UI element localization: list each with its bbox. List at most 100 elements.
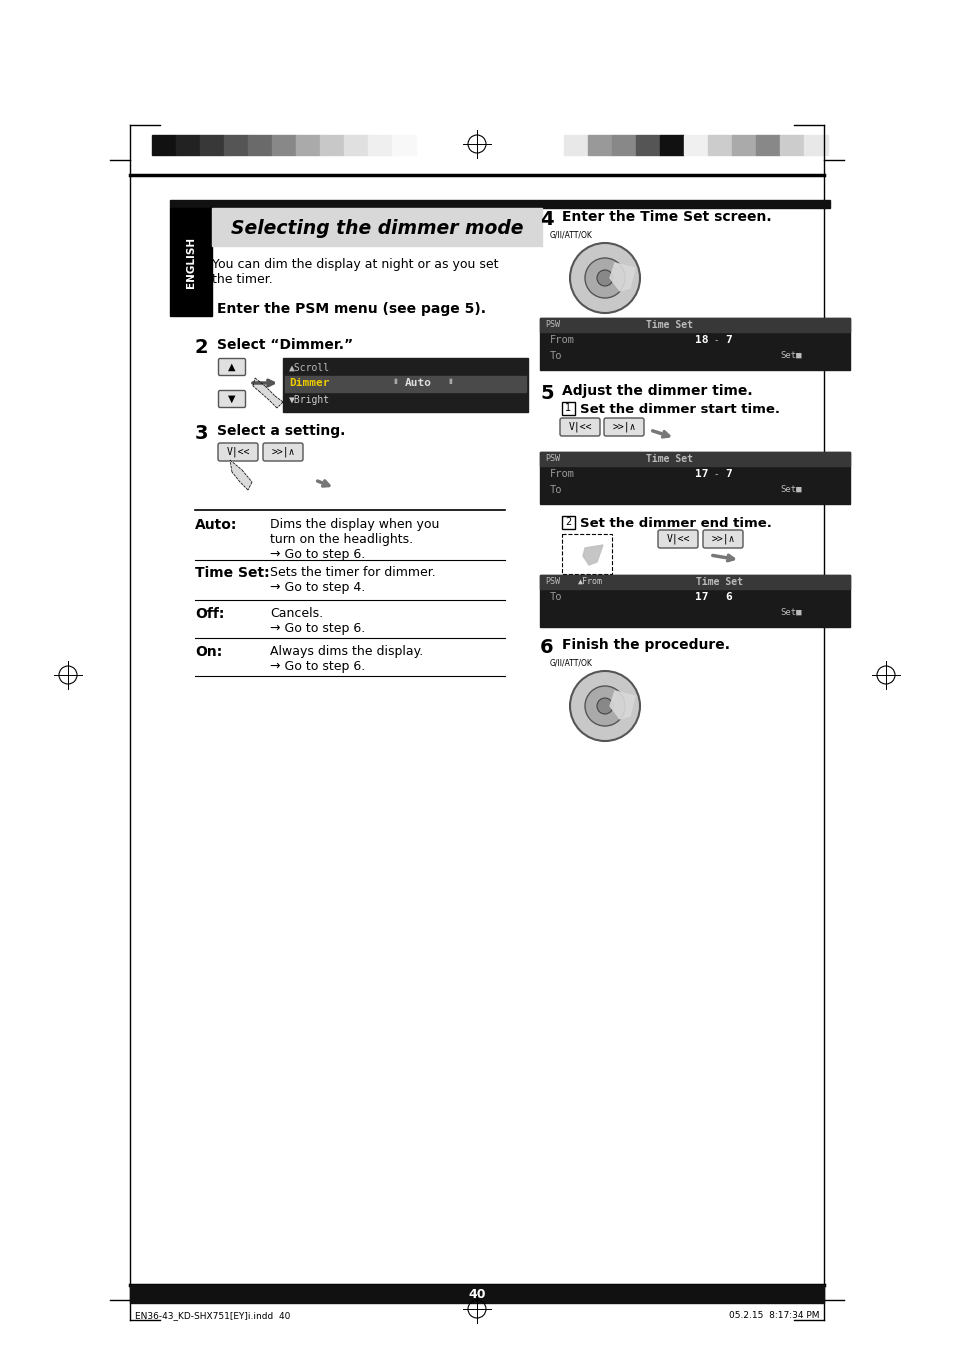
Text: V|<<: V|<< xyxy=(226,447,250,457)
Text: Select a setting.: Select a setting. xyxy=(216,424,345,438)
Text: Cancels.
→ Go to step 6.: Cancels. → Go to step 6. xyxy=(270,607,365,635)
Text: G/II/ATT/OK: G/II/ATT/OK xyxy=(550,658,592,667)
Polygon shape xyxy=(230,459,252,490)
Text: On:: On: xyxy=(194,644,222,659)
Text: ▮: ▮ xyxy=(393,378,396,384)
Text: 1: 1 xyxy=(194,303,209,322)
Text: 6: 6 xyxy=(539,638,553,657)
Text: Always dims the display.
→ Go to step 6.: Always dims the display. → Go to step 6. xyxy=(270,644,423,673)
Bar xyxy=(368,135,392,155)
Polygon shape xyxy=(253,378,283,408)
Bar xyxy=(285,376,525,392)
Text: ▼Bright: ▼Bright xyxy=(289,394,330,405)
Bar xyxy=(539,317,849,370)
Circle shape xyxy=(569,671,639,740)
FancyBboxPatch shape xyxy=(658,530,698,549)
Circle shape xyxy=(584,686,624,725)
Text: From: From xyxy=(550,469,575,480)
Text: Set the dimmer start time.: Set the dimmer start time. xyxy=(579,403,780,416)
Bar xyxy=(392,135,416,155)
Text: Auto:: Auto: xyxy=(194,517,237,532)
Text: Time Set: Time Set xyxy=(646,454,693,463)
Bar xyxy=(731,135,755,155)
Text: Auto: Auto xyxy=(405,378,432,388)
Text: 18: 18 xyxy=(695,335,708,345)
Bar xyxy=(755,135,780,155)
Circle shape xyxy=(597,698,613,713)
Text: 1: 1 xyxy=(564,403,571,413)
Text: 3: 3 xyxy=(194,424,209,443)
Polygon shape xyxy=(609,690,635,719)
Bar xyxy=(539,576,849,589)
Text: From: From xyxy=(550,335,575,345)
Text: 4: 4 xyxy=(539,209,553,230)
Text: 5: 5 xyxy=(539,384,553,403)
Bar xyxy=(539,317,849,332)
Polygon shape xyxy=(609,263,635,290)
Text: 40: 40 xyxy=(468,1288,485,1301)
Text: Time Set: Time Set xyxy=(646,320,693,330)
Text: ▼: ▼ xyxy=(228,394,235,404)
Text: >>|∧: >>|∧ xyxy=(612,422,635,432)
Bar xyxy=(561,516,575,530)
Text: ▮: ▮ xyxy=(448,378,452,384)
Text: Sets the timer for dimmer.
→ Go to step 4.: Sets the timer for dimmer. → Go to step … xyxy=(270,566,436,594)
Bar xyxy=(175,135,200,155)
Text: Time Set:: Time Set: xyxy=(194,566,270,580)
FancyBboxPatch shape xyxy=(218,443,257,461)
Bar xyxy=(272,135,295,155)
Bar xyxy=(539,453,849,466)
Text: Time Set: Time Set xyxy=(696,577,742,586)
Text: Set the dimmer end time.: Set the dimmer end time. xyxy=(579,517,771,530)
Text: Dims the display when you
turn on the headlights.
→ Go to step 6.: Dims the display when you turn on the he… xyxy=(270,517,439,561)
Text: PSW: PSW xyxy=(544,454,559,463)
Text: Adjust the dimmer time.: Adjust the dimmer time. xyxy=(561,384,752,399)
FancyBboxPatch shape xyxy=(702,530,742,549)
Bar xyxy=(248,135,272,155)
Text: To: To xyxy=(550,592,562,603)
Bar xyxy=(295,135,319,155)
Text: To: To xyxy=(550,351,562,361)
Text: -: - xyxy=(714,335,718,345)
Text: ENGLISH: ENGLISH xyxy=(186,236,195,288)
Circle shape xyxy=(584,258,624,299)
Text: Set■: Set■ xyxy=(780,485,801,494)
FancyBboxPatch shape xyxy=(603,417,643,436)
Text: PSW: PSW xyxy=(544,577,559,586)
Bar xyxy=(130,1285,823,1302)
Bar xyxy=(803,135,827,155)
Bar xyxy=(539,453,849,504)
Circle shape xyxy=(569,243,639,313)
Bar xyxy=(212,208,541,246)
Bar xyxy=(707,135,731,155)
Text: >>|∧: >>|∧ xyxy=(271,447,294,457)
Bar xyxy=(283,358,527,412)
Text: >>|∧: >>|∧ xyxy=(711,534,734,544)
Text: V|<<: V|<< xyxy=(568,422,591,432)
Bar xyxy=(563,135,587,155)
Text: Set■: Set■ xyxy=(780,351,801,359)
Bar xyxy=(587,135,612,155)
Text: 7: 7 xyxy=(724,335,731,345)
Text: 2: 2 xyxy=(194,338,209,357)
Text: 6: 6 xyxy=(724,592,731,603)
Bar xyxy=(224,135,248,155)
Text: 17: 17 xyxy=(695,592,708,603)
Text: Enter the PSM menu (see page 5).: Enter the PSM menu (see page 5). xyxy=(216,303,485,316)
Text: Finish the procedure.: Finish the procedure. xyxy=(561,638,729,653)
Text: 7: 7 xyxy=(724,469,731,480)
Bar xyxy=(152,135,175,155)
Circle shape xyxy=(597,270,613,286)
Text: Off:: Off: xyxy=(194,607,224,621)
Polygon shape xyxy=(582,544,602,565)
Bar xyxy=(539,576,849,627)
Bar xyxy=(561,403,575,415)
Text: To: To xyxy=(550,485,562,494)
Text: PSW: PSW xyxy=(544,320,559,330)
Bar xyxy=(612,135,636,155)
Text: -: - xyxy=(714,469,718,480)
Text: EN36-43_KD-SHX751[EY]i.indd  40: EN36-43_KD-SHX751[EY]i.indd 40 xyxy=(135,1310,290,1320)
Bar xyxy=(200,135,224,155)
Bar xyxy=(636,135,659,155)
Text: Set■: Set■ xyxy=(780,608,801,617)
